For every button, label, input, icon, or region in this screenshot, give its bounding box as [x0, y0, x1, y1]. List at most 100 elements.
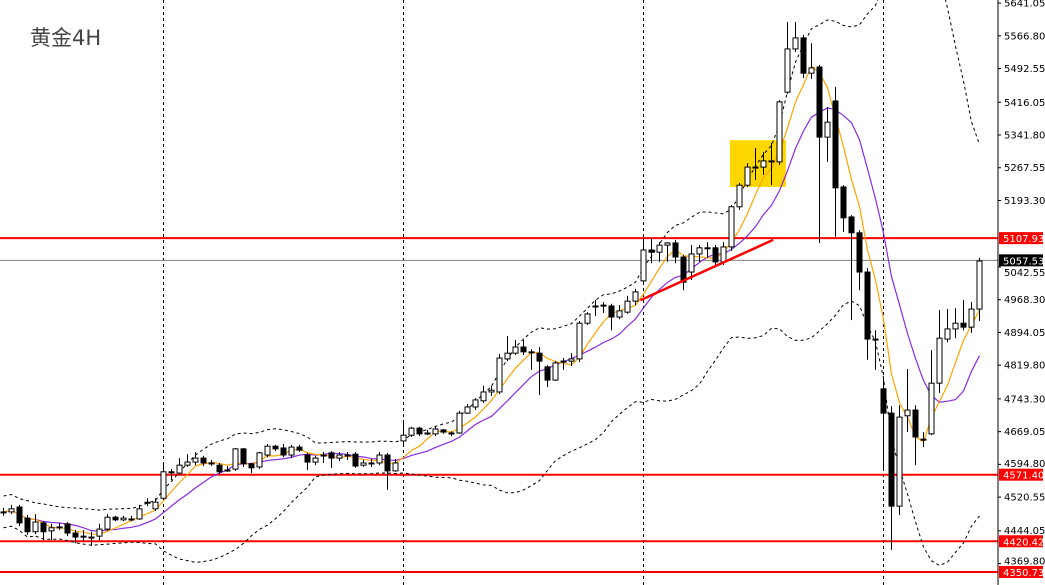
current-price-label-background: [999, 254, 1043, 267]
candle-body: [736, 184, 743, 208]
candle: [608, 303, 615, 331]
candle: [736, 182, 743, 210]
candle-body: [64, 523, 71, 534]
candle-body: [976, 260, 983, 310]
candle: [120, 515, 127, 522]
candle: [376, 451, 383, 466]
candle-body: [816, 66, 823, 138]
candle: [464, 403, 471, 415]
candle-body: [88, 536, 95, 539]
y-tick-label: 5492.55: [1004, 64, 1045, 75]
candle-body: [960, 322, 967, 328]
candle: [72, 529, 79, 544]
candle: [416, 426, 423, 437]
candle-body: [872, 338, 879, 341]
candle-body: [360, 462, 367, 466]
candle-body: [32, 521, 39, 533]
candle-body: [760, 160, 767, 168]
candle-body: [712, 247, 719, 263]
candle: [16, 504, 23, 527]
candle-body: [448, 432, 455, 435]
candle: [632, 288, 639, 306]
level-price-label-background: [999, 535, 1043, 548]
candle: [856, 230, 863, 291]
candle-body: [80, 535, 87, 538]
bollinger-lower-band: [3, 300, 980, 567]
candle: [968, 302, 975, 333]
candle: [160, 462, 167, 500]
y-tick-label: 5267.55: [1004, 163, 1045, 174]
candle: [840, 185, 847, 232]
candle-body: [840, 186, 847, 219]
candle: [912, 405, 919, 466]
candle-body: [488, 389, 495, 393]
candle: [896, 405, 903, 515]
candle: [408, 426, 415, 437]
candle: [456, 410, 463, 434]
y-tick-label: 5341.80: [1004, 131, 1045, 142]
candle: [232, 447, 239, 471]
candle-body: [208, 462, 215, 465]
candle: [248, 462, 255, 474]
candle-body: [744, 166, 751, 186]
chart-title: 黄金4H: [30, 26, 102, 50]
candle: [240, 447, 247, 467]
candle-body: [616, 310, 623, 318]
y-tick-label: 4594.80: [1004, 459, 1045, 470]
candle-body: [560, 360, 567, 363]
candle-body: [944, 328, 951, 340]
candle-body: [344, 454, 351, 457]
candle-body: [728, 206, 735, 248]
candle-body: [256, 452, 263, 468]
y-tick-label: 5566.80: [1004, 31, 1045, 42]
candle-body: [424, 432, 431, 435]
candle: [784, 22, 791, 94]
candle-body: [280, 447, 287, 456]
candle: [184, 454, 191, 467]
candle: [760, 152, 767, 176]
candle: [208, 459, 215, 467]
candle: [528, 349, 535, 370]
candle: [440, 429, 447, 434]
candle: [424, 429, 431, 436]
candle: [192, 451, 199, 466]
candle: [696, 245, 703, 262]
candle: [488, 385, 495, 396]
candle: [728, 205, 735, 251]
candle: [792, 22, 799, 53]
candle: [8, 504, 15, 515]
y-tick-label: 4743.30: [1004, 394, 1045, 405]
y-tick-label: 4968.30: [1004, 295, 1045, 306]
candle: [952, 308, 959, 339]
candle-body: [120, 517, 127, 521]
candle-body: [896, 416, 903, 507]
candle: [328, 451, 335, 468]
candle: [264, 444, 271, 458]
trendline: [639, 238, 774, 302]
candle: [80, 529, 87, 542]
candle: [344, 451, 351, 460]
candle-body: [792, 37, 799, 50]
candle: [520, 339, 527, 355]
candle: [568, 353, 575, 366]
candle: [672, 239, 679, 264]
candle-body: [16, 506, 23, 524]
candle: [656, 242, 663, 262]
candle-body: [304, 454, 311, 463]
candle-body: [328, 452, 335, 459]
candle-body: [232, 448, 239, 470]
candle-body: [96, 528, 103, 537]
candle-body: [56, 526, 63, 529]
candle-body: [904, 409, 911, 417]
candle-body: [656, 244, 663, 253]
candle: [448, 431, 455, 437]
candle: [112, 515, 119, 522]
candle-body: [680, 256, 687, 283]
y-tick-label: 4819.80: [1004, 361, 1045, 372]
candle: [296, 444, 303, 452]
candle-body: [456, 412, 463, 434]
candle-body: [600, 304, 607, 307]
candle: [136, 504, 143, 520]
candle: [32, 514, 39, 534]
